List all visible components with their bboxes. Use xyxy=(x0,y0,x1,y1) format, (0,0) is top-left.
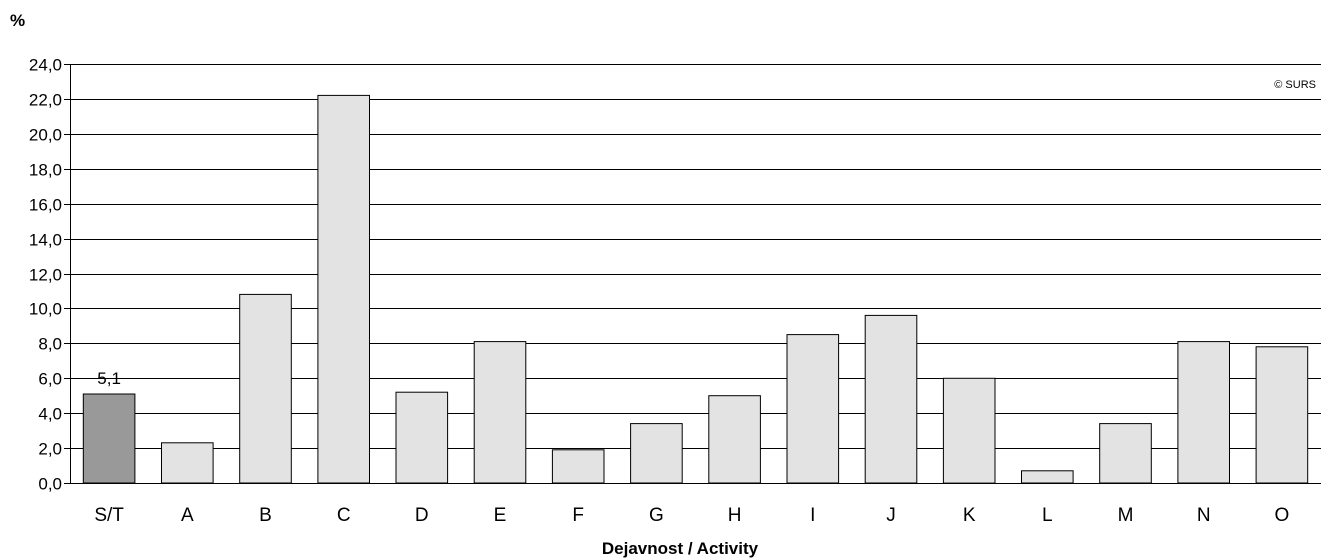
x-tick-label: S/T xyxy=(94,505,124,526)
y-tick-label: 2,0 xyxy=(38,440,62,459)
x-axis-title: Dejavnost / Activity xyxy=(602,539,759,558)
x-tick-label: B xyxy=(259,505,272,526)
y-axis-unit-label: % xyxy=(10,11,25,30)
data-labels: 5,1 xyxy=(97,369,121,388)
bar-h xyxy=(708,395,761,484)
source-credit: © SURS xyxy=(1274,79,1316,91)
bar-n xyxy=(1177,341,1231,484)
y-tick-label: 16,0 xyxy=(29,196,62,215)
data-label: 5,1 xyxy=(97,369,121,388)
y-tick-label: 6,0 xyxy=(38,370,62,389)
x-tick-label: C xyxy=(337,505,351,526)
bar-i xyxy=(786,334,840,484)
y-tick-label: 22,0 xyxy=(29,91,62,110)
bar-d xyxy=(395,391,449,484)
x-tick-label: D xyxy=(415,505,429,526)
bar-a xyxy=(161,442,214,484)
bar-e xyxy=(473,341,527,484)
x-tick-label: L xyxy=(1042,505,1053,526)
x-tick-label: K xyxy=(963,505,976,526)
bar-st xyxy=(82,393,136,484)
y-tick-label: 10,0 xyxy=(29,300,62,319)
x-tick-label: O xyxy=(1275,505,1290,526)
x-tick-label: A xyxy=(181,505,194,526)
y-tick-label: 24,0 xyxy=(29,56,62,75)
bar-j xyxy=(864,314,918,484)
x-tick-label: E xyxy=(494,505,507,526)
x-tick-label: N xyxy=(1197,505,1211,526)
x-tick-label: F xyxy=(572,505,584,526)
y-axis-ticks: 0,0 2,0 4,0 6,0 8,0 10,0 12,0 14,0 16,0 18,0 20,0 2… xyxy=(29,56,71,494)
bar-o xyxy=(1255,346,1309,484)
y-tick-label: 20,0 xyxy=(29,126,62,145)
bar-k xyxy=(942,377,996,484)
y-tick-label: 14,0 xyxy=(29,231,62,250)
bar-b xyxy=(239,293,292,484)
bar-g xyxy=(630,423,683,484)
bar-l xyxy=(1021,470,1074,484)
y-tick-label: 4,0 xyxy=(38,405,62,424)
bar-f xyxy=(551,449,605,484)
bar-m xyxy=(1099,423,1152,484)
x-tick-label: M xyxy=(1118,505,1134,526)
x-tick-label: H xyxy=(728,505,742,526)
bars xyxy=(82,94,1309,484)
x-axis-ticks: S/T A B C D E F G H I J K L M N O xyxy=(94,505,1289,526)
x-tick-label: J xyxy=(886,505,896,526)
x-tick-label: G xyxy=(649,505,664,526)
y-tick-label: 18,0 xyxy=(29,161,62,180)
bar-c xyxy=(317,94,370,484)
x-tick-label: I xyxy=(810,505,815,526)
y-tick-label: 12,0 xyxy=(29,266,62,285)
y-tick-label: 0,0 xyxy=(38,475,62,494)
y-tick-label: 8,0 xyxy=(38,335,62,354)
